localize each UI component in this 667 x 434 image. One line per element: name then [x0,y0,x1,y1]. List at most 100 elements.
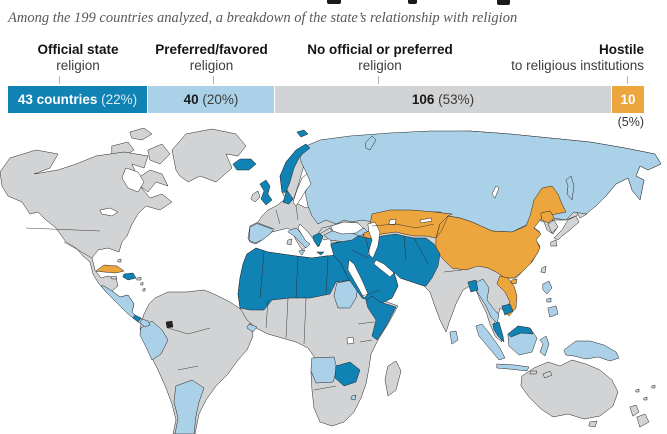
black-sea [330,221,364,235]
puerto-rico [136,276,142,281]
border-iraq-saudi [351,249,369,259]
panama [139,318,151,328]
bar-segment-preferred-value: 40 [183,92,199,107]
border-west-africa [303,297,307,345]
sakhalin [565,175,575,201]
border-southern-africa [313,385,337,391]
bar-segment-official-value: 43 countries [17,92,98,107]
tasmania [588,420,598,428]
chart-subtitle: Among the 199 countries analyzed, a brea… [8,10,518,26]
border-brazil-west [167,327,211,335]
united-kingdom [259,179,273,206]
legend-tick [213,76,214,84]
aral-sea [388,218,397,226]
world-map [0,128,662,434]
bar-segment-preferred: 40 (20%) [148,86,275,113]
legend-header-none-rest: religion [358,58,402,73]
philippines-visayas [546,297,552,303]
bar-segment-official: 43 countries (22%) [8,86,148,113]
ireland [250,190,261,203]
new-guinea [563,340,620,362]
jamaica [110,275,118,280]
border-brazil-south [177,365,199,371]
novaya-zemlya [365,135,377,151]
legend-header-preferred: Preferred/favored religion [148,42,275,74]
bar-segment-none-pct: (53%) [438,92,475,107]
bar-segment-none-value: 106 [411,92,435,107]
greenland [171,128,247,183]
legend-header-preferred-bold: Preferred/favored [155,42,268,57]
bar-segment-hostile-value: 10 [620,92,636,107]
norway [279,143,311,193]
japan [553,215,580,241]
sardinia [286,238,293,246]
baltic-sea [292,173,312,207]
border-west-africa [265,299,269,329]
legend-tick [59,76,60,84]
lesser-antilles [142,287,146,292]
philippines-luzon [542,280,553,295]
bali-lesser-sunda [529,370,538,375]
china [435,185,567,279]
red-sea [347,259,369,299]
peru [139,320,169,361]
bar-segment-hostile-pct: (5%) [617,115,644,129]
hudson-bay [121,167,145,193]
crete [316,251,325,256]
malaysia-borneo-brunei [507,325,534,338]
zambia [334,361,361,387]
border-kenya-tanzania [359,339,373,343]
australia [520,359,619,420]
sulawesi [539,335,550,357]
bar-segment-official-pct: (22%) [101,92,138,107]
border-morocco-algeria [259,251,265,299]
north-korea [540,210,555,224]
eswatini [350,394,357,401]
legend-header-official-bold: Official state [37,42,119,57]
border-kazakh-uzbek [371,223,435,229]
legend-header-none: No official or preferred religion [275,42,485,74]
sri-lanka [449,330,459,345]
south-korea [547,219,559,234]
category-overlays [95,129,662,434]
legend-header-hostile-rest: to religious institutions [511,58,644,73]
iceland [232,158,257,171]
pacific-island [635,388,640,393]
pacific-island [651,384,656,389]
pacific-island [643,396,648,401]
russia-finland-mongolia [299,130,662,233]
denmark [282,189,294,205]
water-bodies [99,167,500,345]
hainan [510,278,518,285]
legend-header-none-bold: No official or preferred [307,42,453,57]
bar-segment-none: 106 (53%) [275,86,612,113]
guianas-cluster [165,320,174,329]
new-zealand [629,404,640,417]
legend-header-hostile: Hostile to religious institutions [460,42,644,74]
japan [550,239,558,247]
legend-header-official-rest: religion [56,58,100,73]
taiwan [540,265,547,274]
lake-balkhash [419,217,433,224]
java [496,363,530,372]
persian-gulf [373,259,395,278]
greece [312,232,324,248]
arctic-island [129,128,153,141]
angola [310,356,338,384]
liberia-sierra-leone [246,323,258,333]
border-china-kazakh [435,215,449,239]
myanmar-thailand [474,278,500,324]
border-canada-us [25,227,101,232]
border-us-mexico [63,241,93,259]
cambodia [501,303,514,316]
north-america [0,149,173,328]
cuba [95,264,125,274]
bahamas [117,258,122,263]
border-germany-poland [295,205,299,221]
border-iran-afghanistan [403,235,407,261]
great-lakes [99,207,119,217]
madagascar [384,360,402,397]
border-iran-iraq [365,237,371,257]
lesser-antilles [140,281,144,286]
new-zealand [636,413,650,428]
